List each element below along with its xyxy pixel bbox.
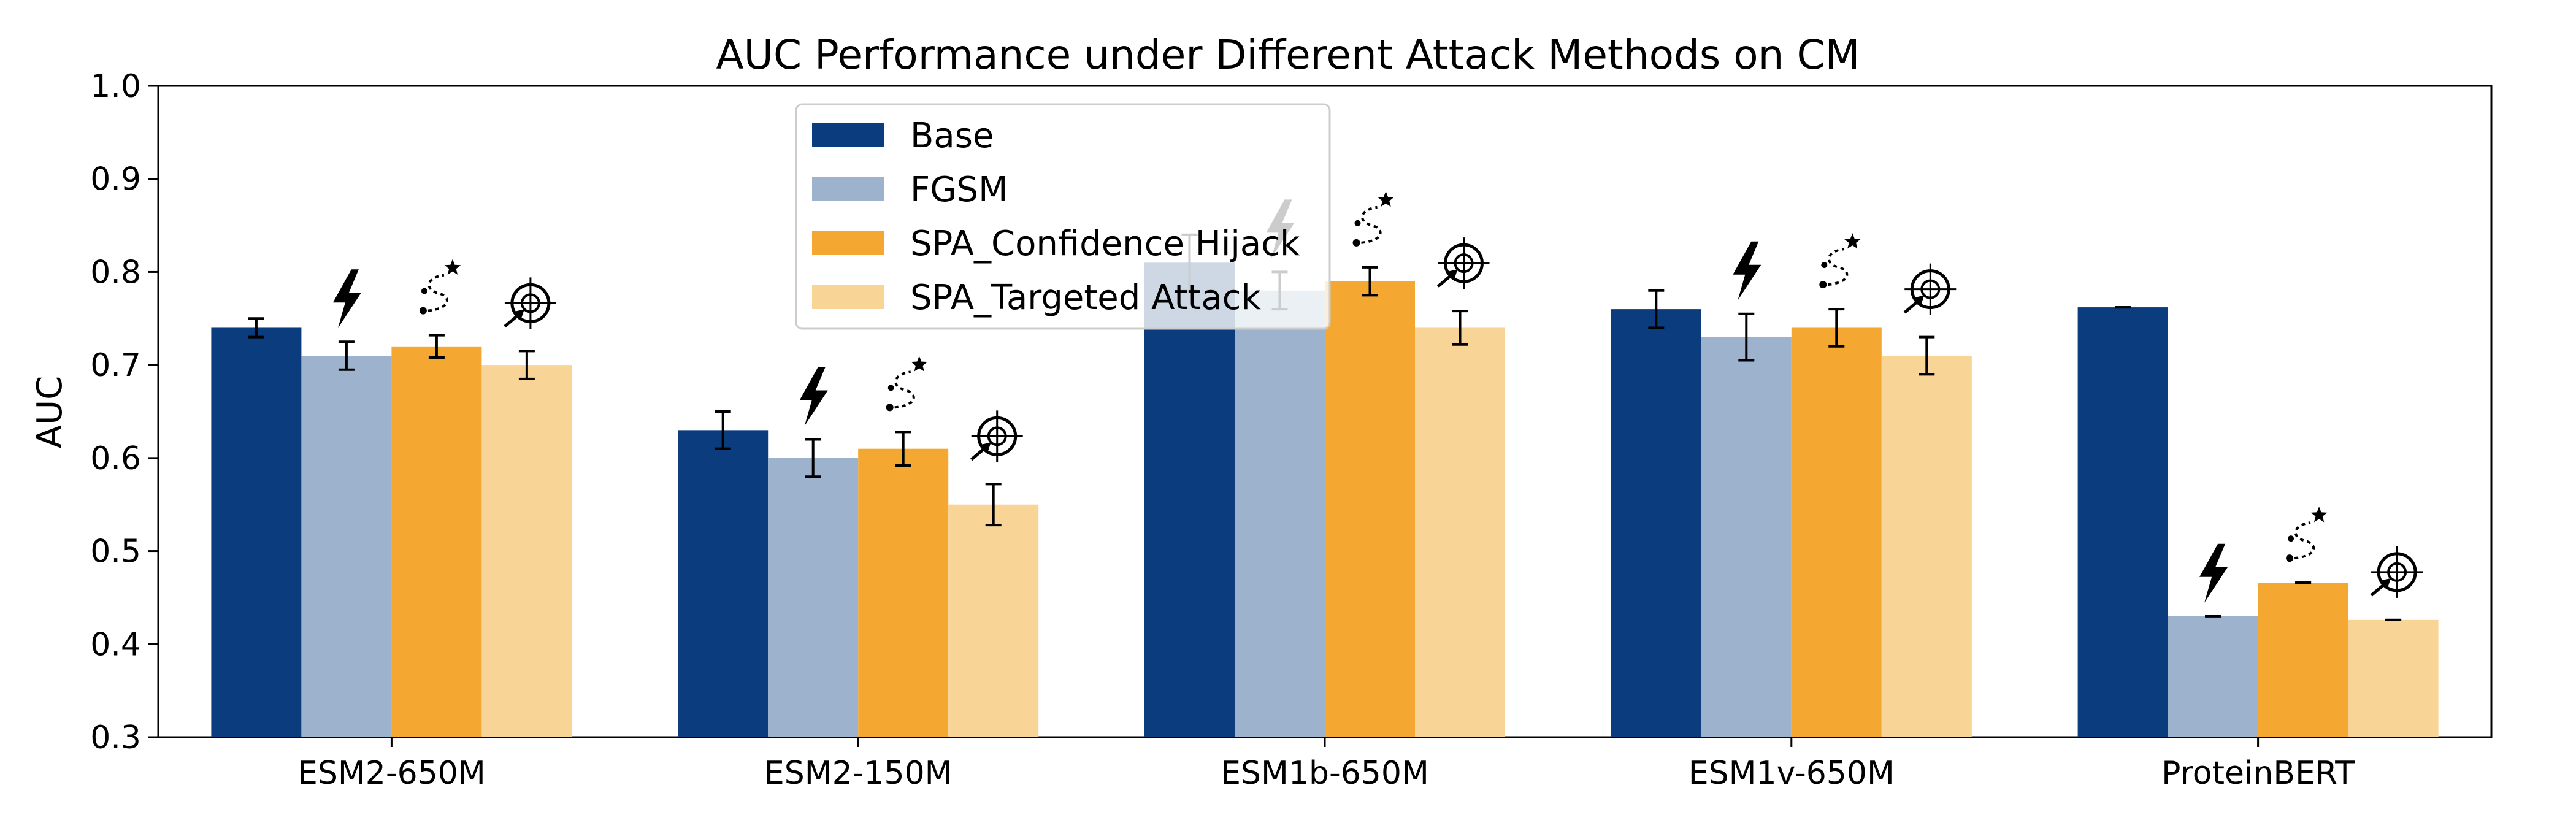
legend-label: SPA_Confidence Hijack (910, 224, 1300, 264)
x-tick-label: ProteinBERT (2161, 755, 2355, 792)
target-icon (1436, 237, 1490, 289)
bar (678, 430, 769, 737)
x-tick-label: ESM2-650M (297, 755, 486, 792)
bar (2168, 616, 2258, 737)
y-tick-label: 0.7 (90, 347, 141, 384)
path-star-icon (2286, 507, 2328, 562)
lightning-icon (1733, 241, 1761, 301)
y-tick-label: 0.5 (90, 534, 141, 570)
bar (2077, 307, 2168, 738)
bar (1791, 327, 1882, 737)
path-star-icon (419, 259, 461, 315)
bar (1325, 281, 1415, 738)
lightning-icon (332, 269, 361, 329)
y-tick-label: 1.0 (90, 68, 141, 105)
bar (948, 504, 1039, 737)
legend-label: SPA_Targeted Attack (910, 278, 1261, 318)
bars-group (211, 233, 2439, 738)
bar (1235, 290, 1325, 737)
legend-label: Base (910, 116, 994, 156)
x-tick-label: ESM1v-650M (1689, 755, 1895, 792)
bar (2258, 583, 2348, 737)
legend-box (795, 103, 1331, 330)
legend-swatch (812, 231, 884, 255)
bar (1611, 309, 1701, 738)
target-icon (1903, 263, 1957, 315)
legend: Base FGSM SPA_Confidence Hijack SPA_Targete… (795, 103, 1331, 330)
path-star-icon (1819, 233, 1861, 289)
attack-icons-group (332, 191, 2423, 603)
y-tick-label: 0.4 (90, 626, 141, 663)
y-tick-label: 0.3 (90, 719, 141, 756)
legend-label: FGSM (910, 170, 1008, 210)
bar (1701, 337, 1792, 737)
x-tick-label: ESM1b-650M (1221, 755, 1429, 792)
bar (1881, 355, 1972, 737)
chart-title: AUC Performance under Different Attack M… (716, 31, 1860, 79)
y-axis-label: AUC (30, 376, 70, 448)
lightning-icon (2199, 543, 2228, 603)
bar (481, 365, 572, 737)
legend-swatch (812, 177, 884, 201)
bar (2348, 619, 2439, 737)
bar (1415, 327, 1505, 737)
path-star-icon (886, 356, 927, 412)
lightning-icon (799, 367, 828, 426)
y-tick-label: 0.9 (90, 161, 141, 198)
bar (768, 458, 859, 737)
target-icon (970, 410, 1023, 462)
legend-swatch (812, 285, 884, 309)
bar (1144, 262, 1235, 737)
target-icon (504, 277, 556, 329)
bar (391, 346, 482, 737)
y-tick-label: 0.6 (90, 440, 141, 477)
y-tick-label: 0.8 (90, 254, 141, 291)
axes-group: 0.3 0.4 0.5 0.6 0.7 0.8 0.9 1.0 ESM2-650M ESM2-15… (90, 68, 2493, 792)
path-star-icon (1352, 191, 1394, 247)
bar (211, 327, 302, 737)
legend-swatch (812, 123, 884, 147)
bar (301, 355, 392, 737)
target-icon (2370, 546, 2423, 598)
x-tick-label: ESM2-150M (764, 755, 953, 792)
bar (858, 448, 949, 737)
